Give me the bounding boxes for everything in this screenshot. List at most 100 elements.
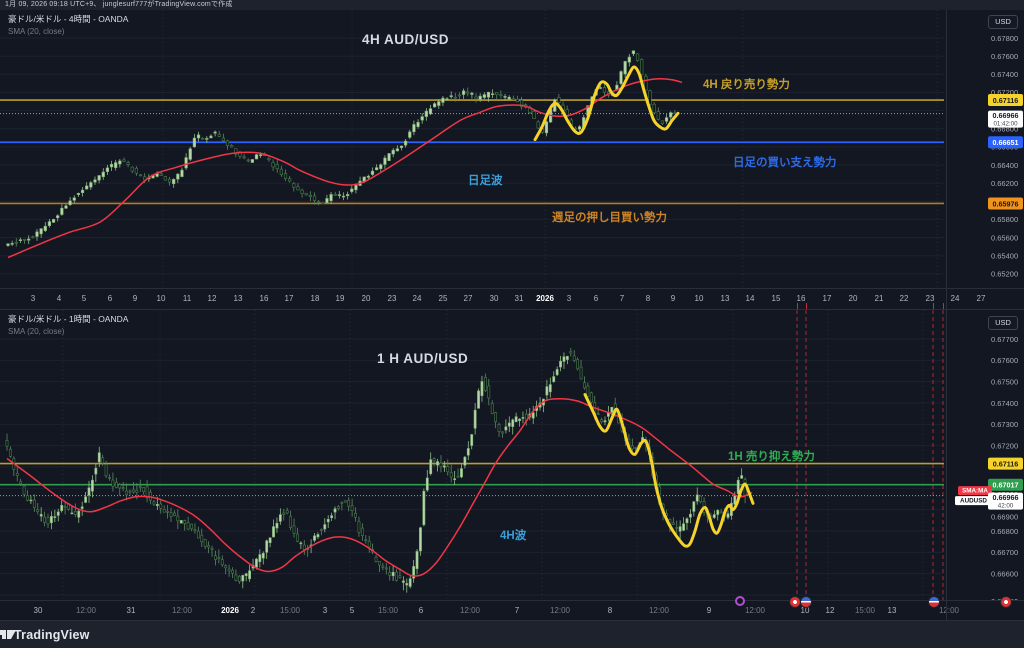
time-axis-label: 25 bbox=[438, 294, 448, 303]
svg-text:0.66800: 0.66800 bbox=[991, 527, 1018, 536]
svg-text:0.67400: 0.67400 bbox=[991, 399, 1018, 408]
sma-name-tag: SMA:MA bbox=[958, 486, 992, 496]
time-axis-label: 27 bbox=[976, 294, 986, 303]
chart-annotation[interactable]: 日足波 bbox=[468, 175, 503, 187]
chart-pane-1h[interactable]: 0.67700 0.67600 0.67500 0.67400 0.67300 0.672… bbox=[0, 310, 1024, 612]
chart-annotation[interactable]: 日足の買い支え勢力 bbox=[733, 157, 837, 169]
time-axis-label: 10 bbox=[800, 606, 810, 615]
time-axis-label: 6 bbox=[593, 294, 599, 303]
symbol-name-tag: AUDUSD bbox=[955, 496, 992, 506]
svg-text:SMA:MA: SMA:MA bbox=[962, 488, 988, 495]
time-axis-label: 5 bbox=[81, 294, 87, 303]
svg-text:0.66966: 0.66966 bbox=[993, 111, 1019, 120]
time-axis-label: 12:00 bbox=[744, 606, 766, 615]
svg-text:0.66651: 0.66651 bbox=[993, 138, 1019, 147]
time-axis-label: 31 bbox=[126, 606, 136, 615]
time-axis-label: 27 bbox=[463, 294, 473, 303]
time-axis-4h[interactable]: 3 4 5 6 9 10 11 12 13 16 17 18 19 20 23 24 25 27 30 31 2026 3… bbox=[0, 288, 1024, 310]
us-flag-icon[interactable] bbox=[928, 596, 940, 608]
time-axis-label: 3 bbox=[30, 294, 36, 303]
time-axis-label: 10 bbox=[156, 294, 166, 303]
svg-text:0.66700: 0.66700 bbox=[991, 548, 1018, 557]
tradingview-brand[interactable]: TradingView bbox=[14, 627, 90, 642]
purple-event-icon[interactable] bbox=[735, 596, 745, 606]
svg-text:0.65400: 0.65400 bbox=[991, 252, 1018, 261]
time-axis-label: 6 bbox=[418, 606, 424, 615]
horizontal-line-drawings[interactable] bbox=[0, 99, 944, 205]
svg-text:0.67500: 0.67500 bbox=[991, 377, 1018, 386]
time-axis-label: 30 bbox=[489, 294, 499, 303]
svg-text:0.66200: 0.66200 bbox=[991, 179, 1018, 188]
time-axis-label: 12:00 bbox=[549, 606, 571, 615]
candles-layer bbox=[5, 347, 747, 593]
svg-text:0.67400: 0.67400 bbox=[991, 70, 1018, 79]
wave-drawing[interactable] bbox=[533, 65, 680, 142]
level-price-tag: 0.67017 bbox=[988, 478, 1023, 491]
red-flag-icon[interactable] bbox=[1000, 596, 1012, 608]
time-axis-label: 24 bbox=[412, 294, 422, 303]
time-axis-label: 9 bbox=[132, 294, 138, 303]
time-axis-label: 8 bbox=[607, 606, 613, 615]
time-axis-label: 12 bbox=[825, 606, 835, 615]
time-axis-label: 3 bbox=[322, 606, 328, 615]
candles-layer bbox=[6, 50, 677, 247]
currency-button-1h[interactable]: USD bbox=[988, 316, 1018, 330]
currency-button-4h[interactable]: USD bbox=[988, 15, 1018, 29]
time-axis-label: 15 bbox=[771, 294, 781, 303]
time-axis-label: 2026 bbox=[536, 294, 554, 303]
sma-20-line bbox=[6, 397, 753, 577]
svg-text:0.66900: 0.66900 bbox=[991, 512, 1018, 521]
time-axis-label: 11 bbox=[182, 294, 192, 303]
time-axis-label: 3 bbox=[566, 294, 572, 303]
time-axis-label: 12:00 bbox=[938, 606, 960, 615]
chart-annotation[interactable]: 週足の押し目買い勢力 bbox=[552, 212, 667, 224]
time-axis-label: 13 bbox=[887, 606, 897, 615]
svg-text:0.67600: 0.67600 bbox=[991, 52, 1018, 61]
wave-drawing[interactable] bbox=[583, 393, 755, 548]
svg-text:0.66800: 0.66800 bbox=[991, 125, 1018, 134]
us-flag-icon[interactable] bbox=[800, 596, 812, 608]
event-vline-drawings[interactable] bbox=[796, 310, 944, 612]
tradingview-logo-icon[interactable] bbox=[0, 627, 16, 642]
time-axis-label: 2026 bbox=[221, 606, 239, 615]
price-axis-border bbox=[946, 10, 947, 620]
time-axis-label: 7 bbox=[619, 294, 625, 303]
level-price-tag: 0.67116 bbox=[988, 94, 1023, 107]
chart-annotation[interactable]: 4H波 bbox=[500, 530, 527, 542]
chart-annotation[interactable]: 1H 売り抑え勢力 bbox=[728, 451, 815, 463]
level-price-tag: 0.66651 bbox=[988, 136, 1023, 149]
time-axis-label: 17 bbox=[822, 294, 832, 303]
time-axis-label: 12:00 bbox=[648, 606, 670, 615]
time-axis-label: 17 bbox=[284, 294, 294, 303]
price-axis-labels[interactable]: 0.67800 0.67600 0.67400 0.67200 0.66800 0.666… bbox=[991, 34, 1018, 297]
horizontal-line-drawings[interactable] bbox=[0, 462, 944, 486]
svg-text:0.66600: 0.66600 bbox=[991, 569, 1018, 578]
time-axis-1h[interactable]: 30 12:00 31 12:00 2026 2 15:00 3 5 15:00 6 12:00 7 12… bbox=[0, 596, 1024, 621]
event-vline-stub bbox=[933, 303, 934, 309]
chart-title-1h: 1 H AUD/USD bbox=[377, 351, 469, 366]
time-axis-label: 15:00 bbox=[854, 606, 876, 615]
time-axis-label: 12:00 bbox=[171, 606, 193, 615]
time-axis-label: 15:00 bbox=[377, 606, 399, 615]
svg-text:0.67300: 0.67300 bbox=[991, 420, 1018, 429]
price-axis-labels[interactable]: 0.67700 0.67600 0.67500 0.67400 0.67300 0.672… bbox=[991, 335, 1018, 606]
grid-layer bbox=[0, 10, 944, 288]
chart-pane-4h[interactable]: 0.67800 0.67600 0.67400 0.67200 0.66800 0.666… bbox=[0, 10, 1024, 297]
time-axis-label: 15:00 bbox=[279, 606, 301, 615]
time-axis-label: 12 bbox=[207, 294, 217, 303]
time-axis-label: 23 bbox=[925, 294, 935, 303]
level-price-tag: 0.67116 bbox=[988, 457, 1023, 470]
time-axis-label: 24 bbox=[950, 294, 960, 303]
time-axis-label: 16 bbox=[796, 294, 806, 303]
svg-text:0.66400: 0.66400 bbox=[991, 161, 1018, 170]
svg-text:0.65200: 0.65200 bbox=[991, 270, 1018, 279]
svg-text:0.65976: 0.65976 bbox=[993, 199, 1019, 208]
time-axis-label: 20 bbox=[848, 294, 858, 303]
svg-text:AUDUSD: AUDUSD bbox=[960, 498, 987, 505]
sma-20-line bbox=[7, 78, 683, 259]
time-axis-label: 13 bbox=[233, 294, 243, 303]
time-axis-label: 30 bbox=[33, 606, 43, 615]
svg-text:0.67116: 0.67116 bbox=[993, 460, 1019, 469]
chart-annotation[interactable]: 4H 戻り売り勢力 bbox=[703, 79, 790, 91]
